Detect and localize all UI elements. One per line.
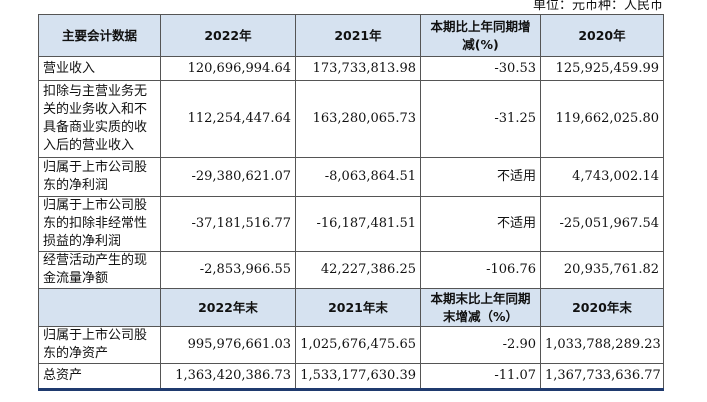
table-row: 归属于上市公司股东的净利润 -29,380,621.07 -8,063,864.51… <box>38 157 664 197</box>
table-row: 总资产 1,363,420,386.73 1,533,177,630.39 -11.0… <box>38 363 664 390</box>
value-cell: 163,280,065.73 <box>295 80 421 158</box>
value-cell: 125,925,459.99 <box>540 56 664 81</box>
value-cell: -29,380,621.07 <box>160 157 296 197</box>
value-cell: 1,533,177,630.39 <box>295 363 421 390</box>
row-label: 营业收入 <box>38 56 161 81</box>
table-row: 扣除与主营业务无关的业务收入和不具备商业实质的收入后的营业收入 112,254,4… <box>38 80 664 158</box>
value-cell: 4,743,002.14 <box>540 157 664 197</box>
value-cell: 120,696,994.64 <box>160 56 296 81</box>
table-row: 经营活动产生的现金流量净额 -2,853,966.55 42,227,386.25-… <box>38 251 664 289</box>
value-cell: 112,254,447.64 <box>160 80 296 158</box>
value-cell: -2,853,966.55 <box>160 251 296 289</box>
value-cell: 1,367,733,636.77 <box>540 363 664 390</box>
table-row: 2022年末 2021年末 本期末比上年同期末增减（%） 2020年末 <box>38 288 664 327</box>
value-cell: 1,363,420,386.73 <box>160 363 296 390</box>
header-cell <box>38 288 161 327</box>
header-cell: 2020年 <box>540 14 664 57</box>
header-cell: 2022年末 <box>160 288 296 327</box>
value-cell: -8,063,864.51 <box>295 157 421 197</box>
value-cell: 20,935,761.82 <box>540 251 664 289</box>
row-label: 经营活动产生的现金流量净额 <box>38 251 161 289</box>
value-cell: 995,976,661.03 <box>160 326 296 364</box>
table-row: 归属于上市公司股东的净资产 995,976,661.03 1,025,676,475… <box>38 326 664 364</box>
row-label: 扣除与主营业务无关的业务收入和不具备商业实质的收入后的营业收入 <box>38 80 161 158</box>
value-cell: 不适用 <box>420 196 541 252</box>
value-cell: 173,733,813.98 <box>295 56 421 81</box>
header-cell: 本期比上年同期增减(%) <box>420 14 541 57</box>
data-table: 主要会计数据 2022年 2021年 本期比上年同期增减(%) 2020年 营业收入 120… <box>38 14 664 391</box>
value-cell: 不适用 <box>420 157 541 197</box>
unit-note: 单位：元币种：人民币 <box>532 0 663 13</box>
value-cell: -37,181,516.77 <box>160 196 296 252</box>
header-cell: 2020年末 <box>540 288 664 327</box>
table-row: 营业收入 120,696,994.64 173,733,813.98 -30.53 12… <box>38 56 664 81</box>
header-cell: 2022年 <box>160 14 296 57</box>
value-cell: 119,662,025.80 <box>540 80 664 158</box>
row-label: 归属于上市公司股东的净资产 <box>38 326 161 364</box>
row-label: 归属于上市公司股东的扣除非经常性损益的净利润 <box>38 196 161 252</box>
table-row: 主要会计数据 2022年 2021年 本期比上年同期增减(%) 2020年 <box>38 14 664 57</box>
value-cell: 1,025,676,475.65 <box>295 326 421 364</box>
header-cell: 2021年末 <box>295 288 421 327</box>
value-cell: -2.90 <box>420 326 541 364</box>
value-cell: -16,187,481.51 <box>295 196 421 252</box>
table-row: 归属于上市公司股东的扣除非经常性损益的净利润 -37,181,516.77 -16,… <box>38 196 664 252</box>
value-cell: -31.25 <box>420 80 541 158</box>
value-cell: -11.07 <box>420 363 541 390</box>
value-cell: 1,033,788,289.23 <box>540 326 664 364</box>
row-label: 归属于上市公司股东的净利润 <box>38 157 161 197</box>
value-cell: -106.76 <box>420 251 541 289</box>
header-cell: 本期末比上年同期末增减（%） <box>420 288 541 327</box>
header-cell: 主要会计数据 <box>38 14 161 57</box>
value-cell: -25,051,967.54 <box>540 196 664 252</box>
value-cell: -30.53 <box>420 56 541 81</box>
value-cell: 42,227,386.25 <box>295 251 421 289</box>
header-cell: 2021年 <box>295 14 421 57</box>
row-label: 总资产 <box>38 363 161 390</box>
